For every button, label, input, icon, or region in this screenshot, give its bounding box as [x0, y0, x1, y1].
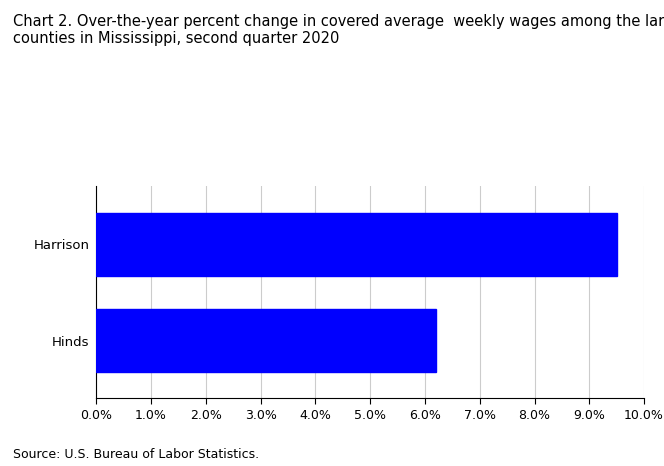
Text: Chart 2. Over-the-year percent change in covered average  weekly wages among the: Chart 2. Over-the-year percent change in…: [13, 14, 664, 47]
Text: Source: U.S. Bureau of Labor Statistics.: Source: U.S. Bureau of Labor Statistics.: [13, 448, 260, 461]
Bar: [96, 309, 436, 372]
Bar: [96, 213, 617, 275]
